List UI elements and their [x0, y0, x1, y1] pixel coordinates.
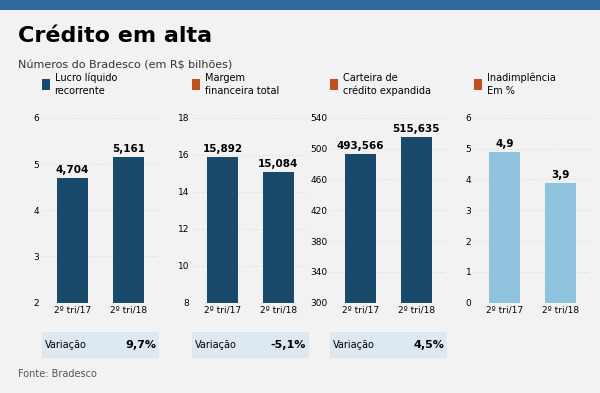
Bar [545, 182, 575, 303]
Text: Variação: Variação [45, 340, 87, 350]
Bar [346, 154, 376, 393]
Text: 493,566: 493,566 [337, 141, 385, 151]
Text: 4,704: 4,704 [56, 165, 89, 175]
Text: 4,5%: 4,5% [413, 340, 444, 350]
Bar [113, 157, 143, 393]
Text: 15,084: 15,084 [258, 159, 299, 169]
Text: Margem
financeira total: Margem financeira total [205, 73, 279, 96]
Bar [263, 172, 293, 393]
Text: 5,161: 5,161 [112, 144, 145, 154]
Text: -5,1%: -5,1% [271, 340, 306, 350]
Bar [208, 157, 238, 393]
Text: Números do Bradesco (em R$ bilhões): Números do Bradesco (em R$ bilhões) [18, 61, 232, 71]
Bar [490, 152, 520, 303]
Text: Fonte: Bradesco: Fonte: Bradesco [18, 369, 97, 379]
Text: 515,635: 515,635 [392, 124, 440, 134]
Bar [401, 137, 431, 393]
Text: Inadimplência
Em %: Inadimplência Em % [487, 73, 556, 96]
Text: Carteira de
crédito expandida: Carteira de crédito expandida [343, 73, 431, 96]
Text: 9,7%: 9,7% [125, 340, 156, 350]
Text: Crédito em alta: Crédito em alta [18, 26, 212, 46]
Bar [58, 178, 88, 393]
Text: Variação: Variação [333, 340, 375, 350]
Text: 15,892: 15,892 [203, 144, 243, 154]
Text: Lucro líquido
recorrente: Lucro líquido recorrente [55, 73, 117, 96]
Text: Variação: Variação [195, 340, 237, 350]
Text: 3,9: 3,9 [551, 170, 569, 180]
Text: 4,9: 4,9 [496, 139, 514, 149]
